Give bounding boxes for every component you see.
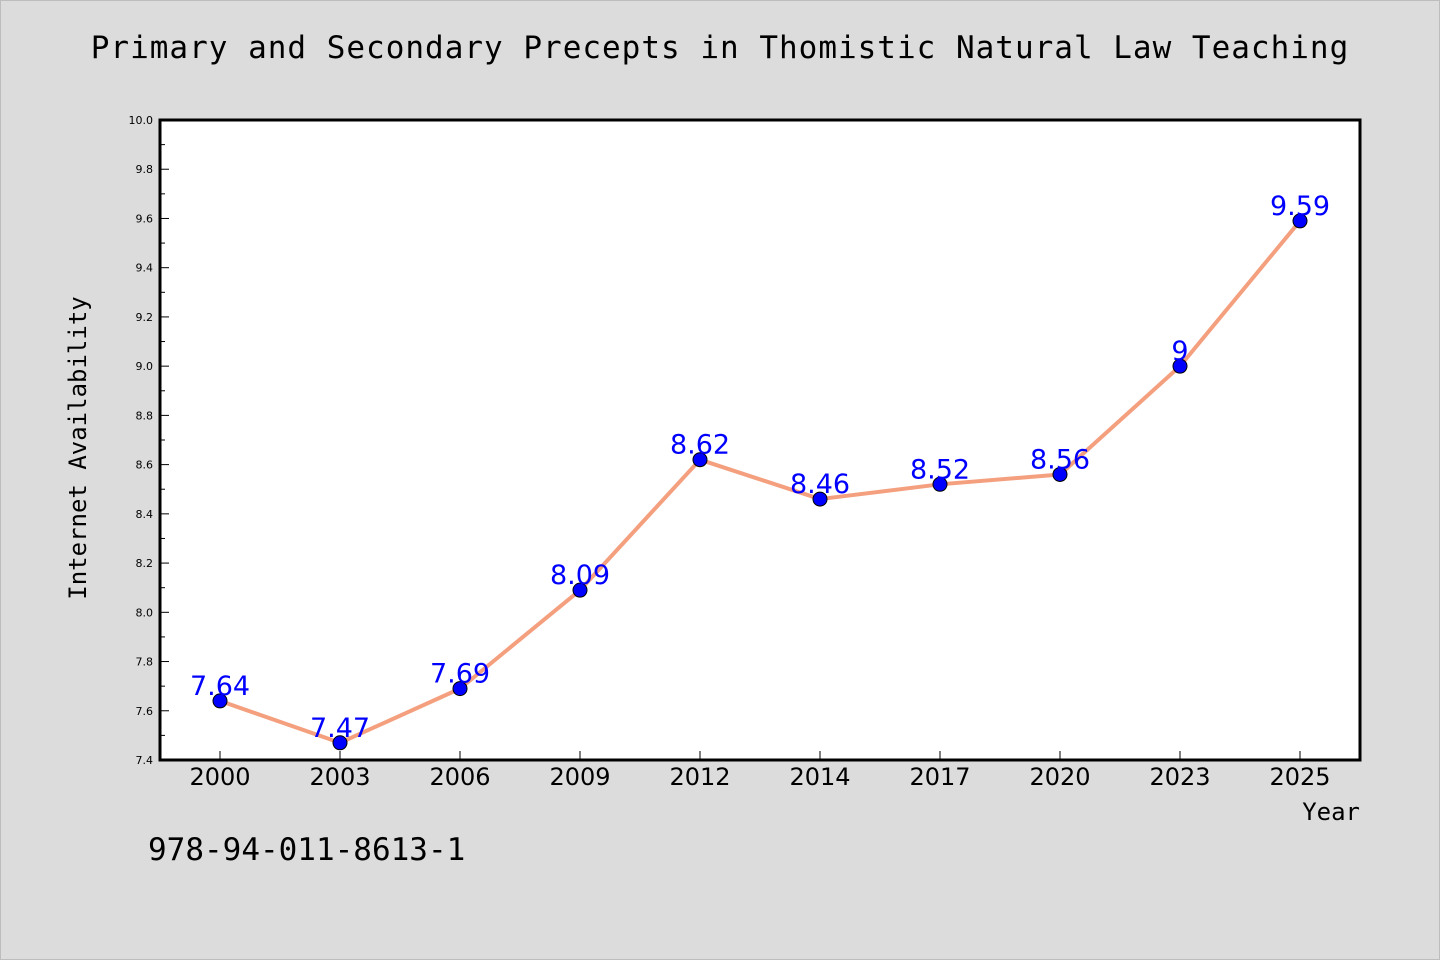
x-tick-label: 2006 <box>429 763 490 791</box>
x-axis-title: Year <box>1302 798 1360 826</box>
data-label: 8.62 <box>670 430 730 461</box>
data-label: 8.52 <box>910 454 970 485</box>
data-point <box>1052 466 1068 482</box>
chart-title: Primary and Secondary Precepts in Thomis… <box>90 30 1350 66</box>
y-tick-label: 9.0 <box>136 360 154 373</box>
x-tick-label: 2000 <box>189 763 250 791</box>
y-tick-label: 8.6 <box>136 459 154 472</box>
x-tick-label: 2017 <box>909 763 970 791</box>
data-label: 8.56 <box>1030 444 1090 475</box>
data-label: 8.46 <box>790 469 850 500</box>
y-tick-label: 10.0 <box>129 114 154 127</box>
data-point <box>692 452 708 468</box>
data-label: 9.59 <box>1270 191 1330 222</box>
x-tick-label: 2012 <box>669 763 730 791</box>
series-line <box>219 219 1302 745</box>
y-tick-label: 9.4 <box>136 262 154 275</box>
y-axis: 7.4 7.6 7.8 8.0 8.2 8.4 8.6 8.8 9.0 9.2 9.4 9.6 9.8 1… <box>129 114 169 767</box>
y-tick-label: 7.8 <box>136 656 154 669</box>
y-tick-label: 8.2 <box>136 557 154 570</box>
data-label: 8.09 <box>550 560 610 591</box>
data-label: 7.47 <box>310 713 370 744</box>
x-tick-label: 2023 <box>1149 763 1210 791</box>
data-point <box>932 476 948 492</box>
y-tick-label: 9.2 <box>136 311 154 324</box>
markers <box>212 213 1308 751</box>
y-tick-label: 8.0 <box>136 606 154 619</box>
y-tick-label: 9.8 <box>136 163 154 176</box>
data-label: 7.69 <box>430 659 490 690</box>
x-tick-label: 2009 <box>549 763 610 791</box>
data-point <box>812 491 828 507</box>
y-tick-label: 8.8 <box>136 409 154 422</box>
data-label: 9 <box>1171 336 1188 367</box>
x-axis: 2000 2003 2006 2009 2012 2014 2017 2020 2023 2025 <box>189 751 1331 791</box>
x-tick-label: 2025 <box>1269 763 1330 791</box>
y-tick-label: 9.6 <box>136 212 154 225</box>
data-point <box>452 681 468 697</box>
x-tick-label: 2003 <box>309 763 370 791</box>
x-tick-label: 2014 <box>789 763 850 791</box>
data-point <box>1172 358 1188 374</box>
y-tick-label: 8.4 <box>136 508 154 521</box>
y-axis-title: Internet Availability <box>64 296 92 599</box>
data-label: 7.64 <box>190 671 250 702</box>
y-tick-label: 7.4 <box>136 754 154 767</box>
data-point <box>212 693 228 709</box>
isbn-text: 978-94-011-8613-1 <box>148 832 466 868</box>
y-tick-label: 7.6 <box>136 705 154 718</box>
x-tick-label: 2020 <box>1029 763 1090 791</box>
data-point <box>332 735 348 751</box>
plot-area <box>158 118 1362 762</box>
data-point <box>1292 213 1308 229</box>
data-point <box>572 582 588 598</box>
data-labels: 7.64 7.47 7.69 8.09 8.62 8.46 8.52 8.56 9 9.59 <box>190 191 1330 744</box>
